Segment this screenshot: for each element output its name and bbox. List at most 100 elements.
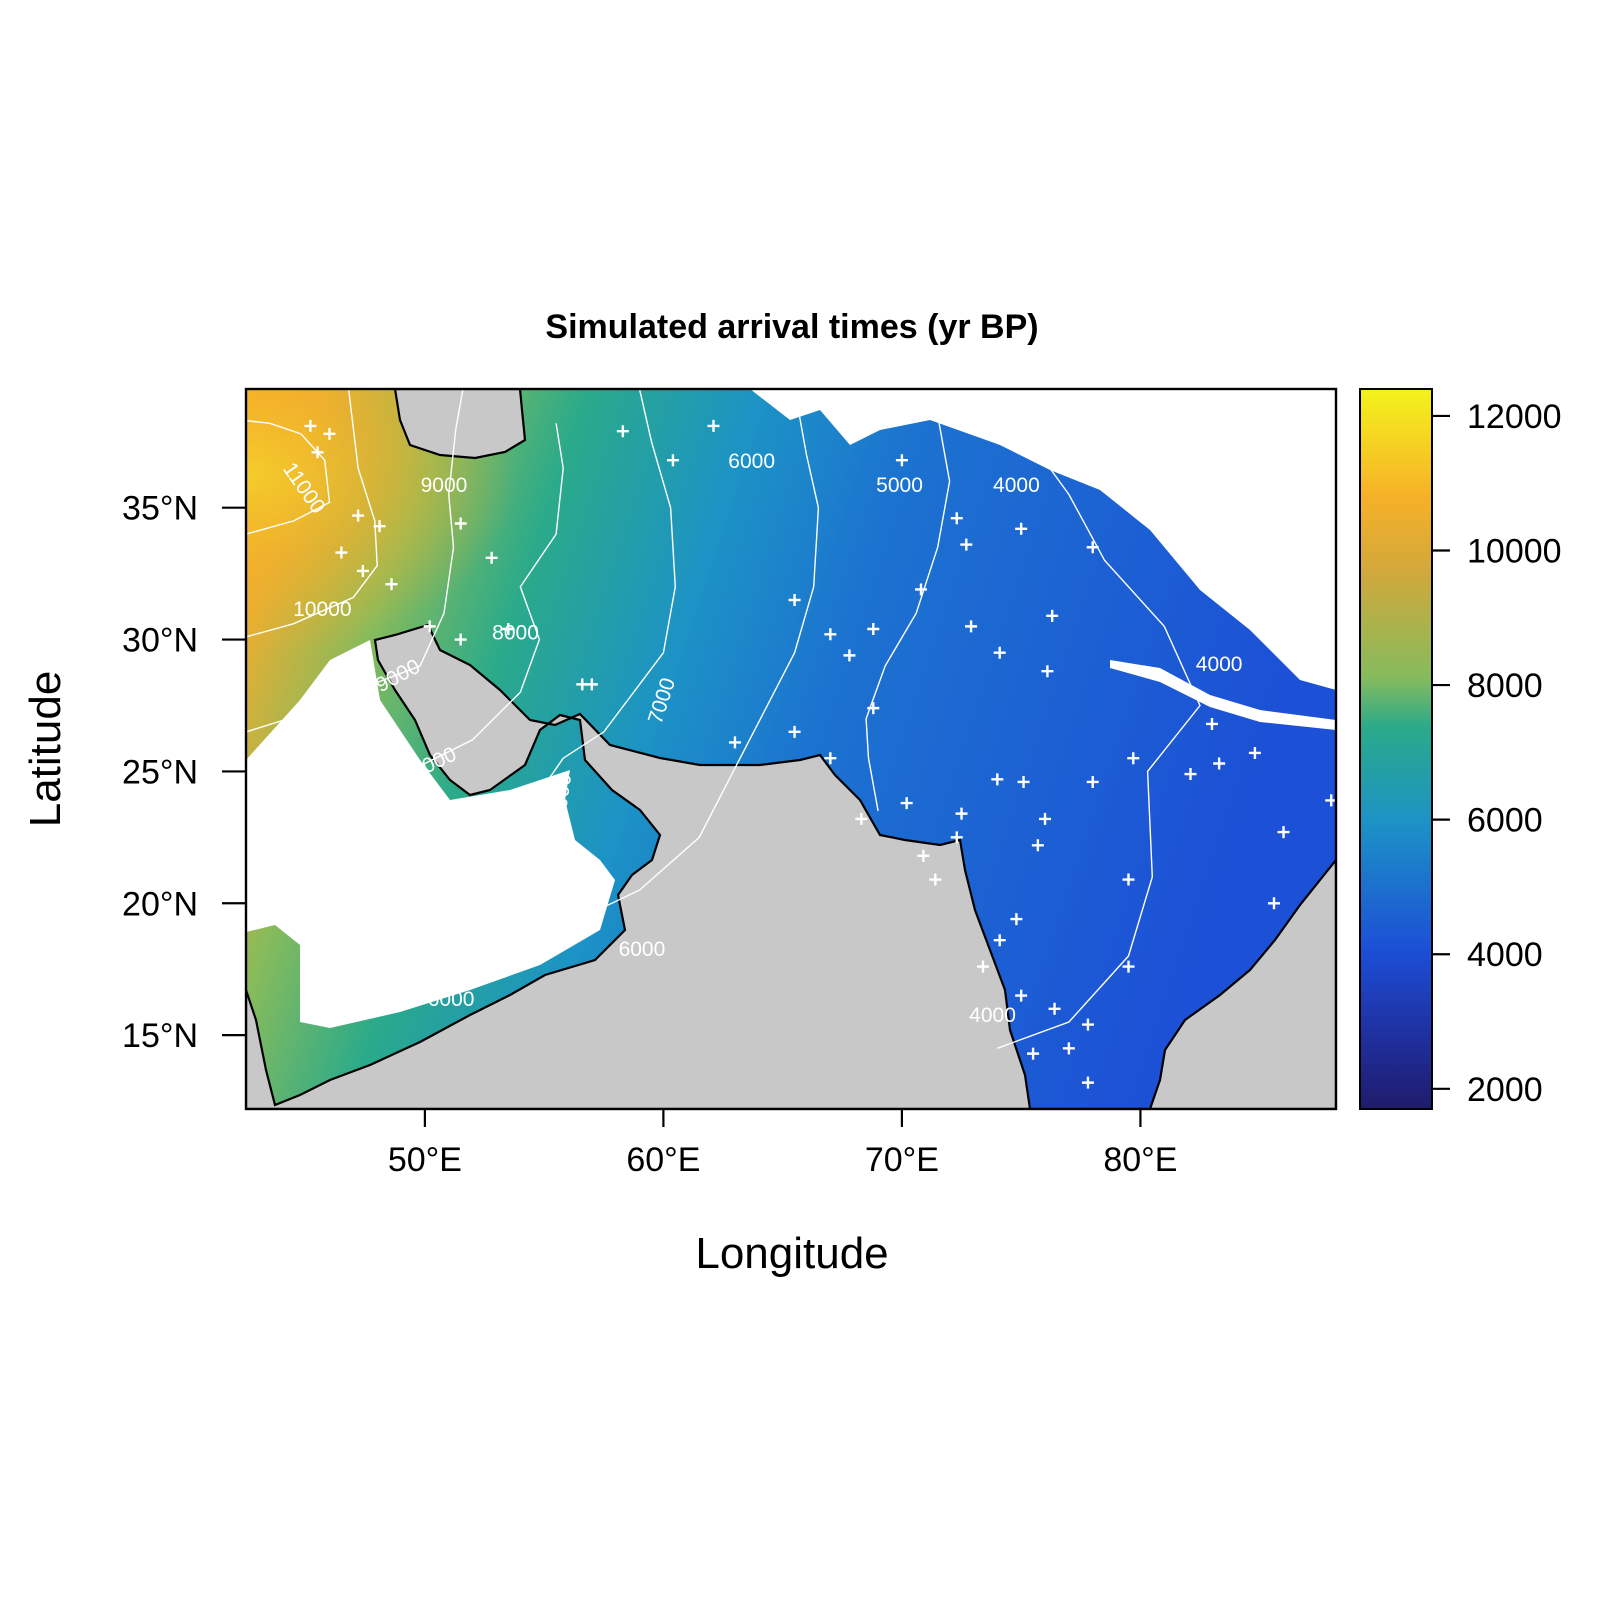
site-marker	[1248, 746, 1261, 759]
colorbar: 2000 4000 6000 8000 10000 12000	[1359, 388, 1562, 1110]
site-marker	[824, 752, 837, 765]
contour-label: 4000	[969, 1004, 1016, 1027]
site-marker	[311, 446, 324, 459]
contour-label: 4000	[1196, 653, 1243, 676]
site-marker	[1081, 1018, 1094, 1031]
site-marker	[1027, 1047, 1040, 1060]
site-marker	[323, 427, 336, 440]
site-marker	[1048, 1002, 1061, 1015]
site-marker	[1213, 757, 1226, 770]
site-marker	[950, 831, 963, 844]
site-marker	[1062, 1042, 1075, 1055]
site-marker	[950, 512, 963, 525]
site-marker	[1205, 717, 1218, 730]
site-marker	[977, 960, 990, 973]
site-marker	[955, 807, 968, 820]
contour-labels: 1100010000900090008000800070007000600060…	[278, 450, 1242, 1027]
y-axis: 15°N 20°N 25°N 30°N 35°N	[122, 490, 246, 1055]
high-altitude-gap	[1110, 660, 1336, 730]
site-marker	[1015, 989, 1028, 1002]
site-marker	[1086, 541, 1099, 554]
y-tick-label: 25°N	[122, 753, 198, 791]
site-marker	[454, 633, 467, 646]
site-marker	[867, 623, 880, 635]
no-data-region	[246, 640, 615, 1028]
y-tick-label: 20°N	[122, 885, 198, 923]
chart-title: Simulated arrival times (yr BP)	[545, 308, 1038, 346]
site-marker	[929, 873, 942, 886]
site-marker	[1041, 665, 1054, 678]
site-marker	[1184, 768, 1197, 781]
site-marker	[1046, 609, 1059, 622]
site-marker	[707, 419, 720, 432]
site-marker	[1015, 522, 1028, 535]
contour-line-7000	[295, 389, 677, 928]
contour-label: 6000	[728, 450, 775, 473]
site-marker	[1267, 897, 1280, 910]
site-marker	[1127, 752, 1140, 765]
colorbar-tick-label: 4000	[1467, 936, 1543, 974]
site-marker	[843, 649, 856, 662]
colorbar-gradient	[1359, 388, 1433, 1110]
y-tick-label: 30°N	[122, 622, 198, 660]
caspian-sea-land	[393, 389, 527, 460]
contour-line-10000	[246, 389, 378, 638]
site-marker	[788, 593, 801, 606]
site-marker	[616, 425, 629, 438]
site-marker	[1010, 913, 1023, 926]
colorbar-tick-label: 8000	[1467, 667, 1543, 705]
site-marker	[352, 509, 365, 522]
contour-line-9000	[246, 389, 464, 733]
x-axis: 50°E 60°E 70°E 80°E	[388, 1109, 1177, 1179]
site-marker	[1081, 1076, 1094, 1089]
north-no-data	[750, 389, 1336, 690]
site-marker	[373, 520, 386, 533]
site-marker	[454, 517, 467, 530]
site-marker	[991, 773, 1004, 786]
contour-label: 9000	[421, 474, 468, 497]
site-marker	[1031, 839, 1044, 852]
site-marker	[356, 564, 369, 577]
site-marker	[895, 454, 908, 467]
site-marker	[993, 934, 1006, 947]
x-axis-title: Longitude	[695, 1229, 888, 1278]
y-tick-label: 35°N	[122, 490, 198, 528]
y-tick-label: 15°N	[122, 1017, 198, 1055]
site-marker	[1122, 873, 1135, 886]
contour-label: 4000	[993, 474, 1040, 497]
contour-lines	[246, 389, 1201, 1049]
x-tick-label: 80°E	[1103, 1141, 1177, 1179]
site-marker	[585, 678, 598, 691]
colorbar-tick-label: 10000	[1467, 532, 1562, 570]
contour-label: 6000	[428, 988, 475, 1011]
contour-label: 10000	[293, 598, 351, 621]
x-tick-label: 70°E	[865, 1141, 939, 1179]
contour-label: 8000	[492, 622, 539, 645]
site-marker	[1277, 826, 1290, 839]
site-marker	[914, 583, 927, 596]
contour-line-11000	[246, 419, 331, 535]
colorbar-tick-label: 12000	[1467, 398, 1562, 436]
site-marker	[917, 849, 930, 862]
plot-frame	[244, 387, 1338, 1111]
site-marker	[900, 797, 913, 810]
contour-label: 6000	[619, 938, 666, 961]
colorbar-ticks: 2000 4000 6000 8000 10000 12000	[1432, 398, 1562, 1109]
contour-line-6000	[305, 389, 820, 1005]
site-marker	[423, 620, 436, 633]
x-tick-label: 50°E	[388, 1141, 462, 1179]
map-panel: 1100010000900090008000800070007000600060…	[246, 389, 1336, 1109]
site-marker	[1122, 960, 1135, 973]
contour-label: 5000	[876, 474, 923, 497]
archaeological-sites	[304, 419, 1336, 1089]
site-marker	[1017, 775, 1030, 788]
contour-line-4000	[997, 467, 1201, 1049]
x-tick-label: 60°E	[626, 1141, 700, 1179]
site-marker	[788, 725, 801, 738]
site-marker	[666, 454, 679, 467]
site-marker	[304, 419, 317, 432]
land-mass	[246, 623, 1336, 1109]
site-marker	[335, 546, 348, 559]
contour-line-5000	[865, 415, 951, 812]
site-marker	[867, 702, 880, 715]
